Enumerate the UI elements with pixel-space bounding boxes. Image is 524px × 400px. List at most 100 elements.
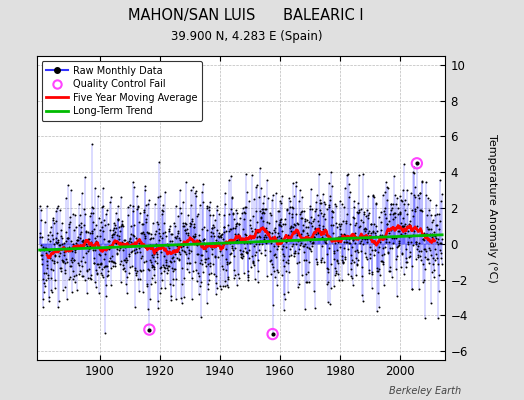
Point xyxy=(366,254,374,261)
Point xyxy=(323,280,331,287)
Point xyxy=(93,261,102,267)
Point xyxy=(133,249,141,255)
Point xyxy=(354,257,363,264)
Point xyxy=(38,256,47,262)
Point xyxy=(411,240,420,247)
Point xyxy=(386,227,395,234)
Point xyxy=(353,247,361,253)
Point xyxy=(211,252,220,259)
Point xyxy=(151,200,159,207)
Point xyxy=(413,160,421,166)
Point xyxy=(44,231,52,238)
Point xyxy=(169,276,177,282)
Point xyxy=(318,255,326,262)
Point xyxy=(381,179,390,186)
Point xyxy=(301,224,310,231)
Point xyxy=(266,210,274,216)
Point xyxy=(87,239,95,246)
Point xyxy=(176,236,184,243)
Point xyxy=(127,239,136,245)
Point xyxy=(377,258,385,264)
Point xyxy=(411,194,419,200)
Point xyxy=(272,254,280,260)
Point xyxy=(178,300,186,306)
Point xyxy=(355,207,363,213)
Point xyxy=(53,240,61,246)
Point xyxy=(420,246,428,252)
Point xyxy=(316,210,325,216)
Point xyxy=(179,199,187,206)
Point xyxy=(238,248,247,254)
Point xyxy=(63,248,72,254)
Point xyxy=(73,237,81,243)
Point xyxy=(342,239,351,245)
Point xyxy=(215,234,223,240)
Point xyxy=(129,178,137,185)
Point xyxy=(302,279,311,285)
Point xyxy=(176,251,184,257)
Point xyxy=(358,240,367,247)
Point xyxy=(370,246,379,253)
Point xyxy=(121,237,129,244)
Point xyxy=(335,221,344,228)
Point xyxy=(65,224,73,230)
Point xyxy=(385,239,393,246)
Point xyxy=(37,242,45,248)
Point xyxy=(111,262,119,269)
Point xyxy=(202,243,211,250)
Point xyxy=(252,241,260,247)
Point xyxy=(173,246,182,252)
Point xyxy=(195,237,203,243)
Point xyxy=(46,254,54,261)
Point xyxy=(217,240,226,247)
Point xyxy=(270,229,279,235)
Point xyxy=(424,226,432,232)
Point xyxy=(223,259,231,266)
Point xyxy=(275,232,283,239)
Point xyxy=(330,250,339,256)
Point xyxy=(305,203,314,210)
Point xyxy=(297,209,305,215)
Point xyxy=(52,218,61,225)
Point xyxy=(281,232,289,239)
Point xyxy=(423,256,431,262)
Point xyxy=(370,247,379,254)
Point xyxy=(361,249,369,256)
Point xyxy=(276,222,284,228)
Point xyxy=(371,233,379,240)
Point xyxy=(424,260,433,266)
Point xyxy=(268,331,277,337)
Point xyxy=(431,202,440,209)
Point xyxy=(135,240,144,246)
Point xyxy=(63,259,72,265)
Point xyxy=(337,253,346,260)
Point xyxy=(83,290,91,296)
Point xyxy=(198,189,206,195)
Point xyxy=(98,224,106,230)
Point xyxy=(90,255,98,261)
Point xyxy=(115,247,123,253)
Point xyxy=(261,206,270,212)
Point xyxy=(139,221,147,228)
Point xyxy=(236,214,244,221)
Point xyxy=(344,246,353,253)
Point xyxy=(214,233,223,240)
Point xyxy=(414,248,423,254)
Point xyxy=(157,277,166,284)
Point xyxy=(357,292,366,298)
Point xyxy=(314,229,322,236)
Point xyxy=(410,170,418,177)
Point xyxy=(177,295,185,302)
Point xyxy=(357,206,365,212)
Point xyxy=(50,258,58,264)
Point xyxy=(405,233,413,240)
Point xyxy=(145,326,154,333)
Point xyxy=(57,264,65,271)
Point xyxy=(425,247,434,253)
Point xyxy=(389,211,397,217)
Point xyxy=(251,230,259,236)
Point xyxy=(146,258,155,265)
Point xyxy=(219,283,227,290)
Point xyxy=(250,226,259,232)
Point xyxy=(203,203,211,210)
